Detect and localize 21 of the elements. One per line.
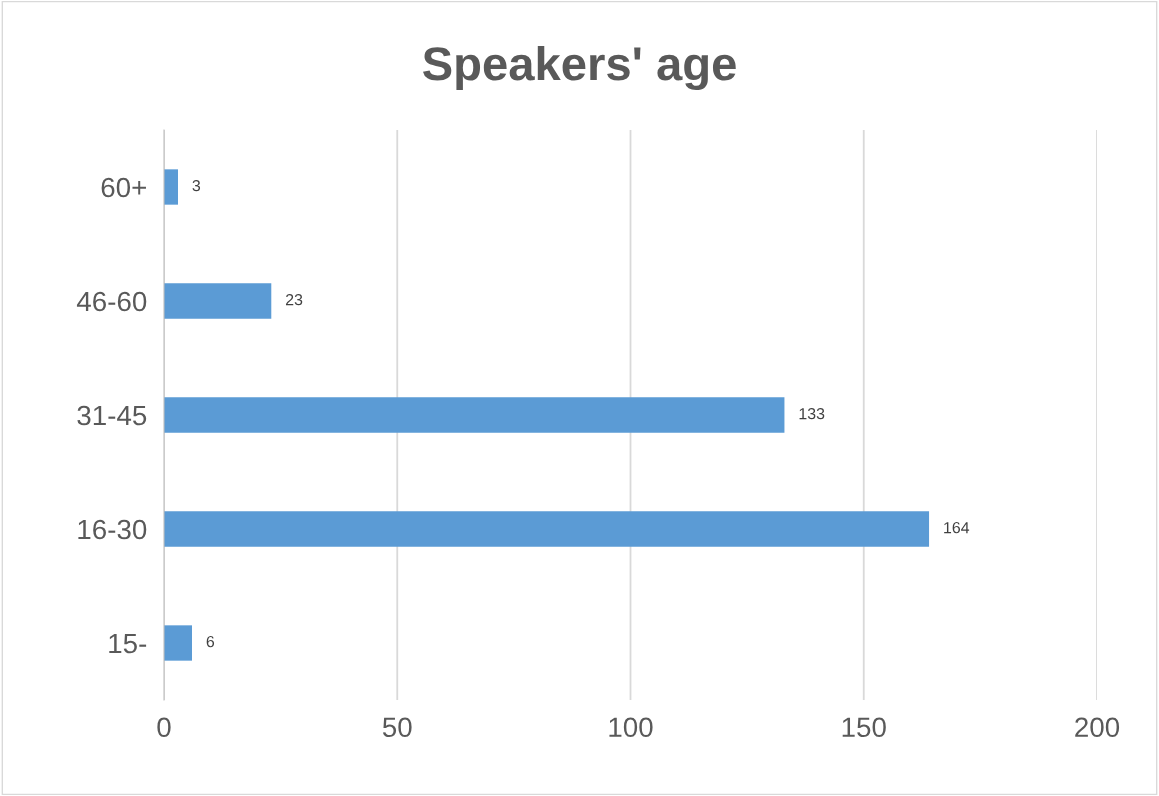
bar <box>164 511 930 547</box>
data-label: 164 <box>944 521 970 534</box>
bar <box>164 397 785 433</box>
x-tick-label: 50 <box>382 717 412 738</box>
bar <box>164 169 178 205</box>
bar <box>164 625 192 661</box>
data-label: 133 <box>799 407 825 420</box>
x-tick-label: 100 <box>609 717 653 738</box>
data-label: 23 <box>285 293 303 306</box>
bar <box>164 283 272 319</box>
y-tick-label: 46-60 <box>76 291 147 312</box>
data-label: 3 <box>192 179 201 192</box>
x-tick-label: 0 <box>157 717 171 738</box>
x-tick-label: 150 <box>842 717 886 738</box>
chart-title: Speakers' age <box>422 45 736 91</box>
y-tick-label: 60+ <box>101 177 146 198</box>
y-tick-label: 16-30 <box>78 519 147 540</box>
y-tick-label: 31-45 <box>77 405 147 426</box>
y-tick-label: 15- <box>109 633 147 654</box>
x-tick-label: 200 <box>1075 717 1120 738</box>
data-label: 6 <box>206 635 215 648</box>
